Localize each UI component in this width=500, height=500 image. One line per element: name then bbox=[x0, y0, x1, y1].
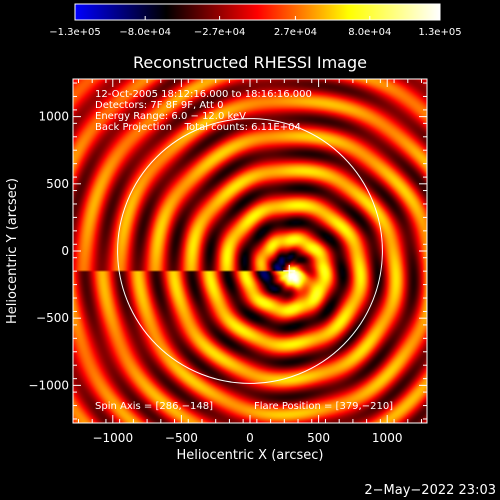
y-tick-label: 1000 bbox=[38, 110, 69, 124]
y-tick-label: −500 bbox=[36, 311, 69, 325]
reconstructed-image bbox=[73, 79, 427, 423]
colorbar bbox=[74, 3, 441, 21]
x-tick-label: 500 bbox=[307, 431, 330, 445]
colorbar-tick-label: −8.0e+04 bbox=[119, 27, 171, 38]
y-tick-label: 500 bbox=[46, 177, 69, 191]
annotation-energy-range: Energy Range: 6.0 − 12.0 keV bbox=[95, 111, 246, 122]
annotation-method-counts: Back Projection Total counts: 6.11E+04 bbox=[95, 122, 301, 133]
image-region bbox=[73, 79, 427, 423]
y-tick-label: 0 bbox=[61, 244, 69, 258]
y-tick-label: −1000 bbox=[28, 378, 69, 392]
x-axis-ticks bbox=[77, 79, 423, 423]
solar-limb-circle bbox=[117, 118, 383, 384]
annotation-detectors: Detectors: 7F 8F 9F, Att 0 bbox=[95, 100, 223, 111]
y-axis-label: Heliocentric Y (arcsec) bbox=[5, 178, 20, 324]
x-tick-label: 0 bbox=[246, 431, 254, 445]
spin-axis-marker bbox=[283, 264, 296, 277]
colorbar-tick-label: −2.7e+04 bbox=[194, 27, 246, 38]
chart-title: Reconstructed RHESSI Image bbox=[133, 53, 367, 72]
x-tick-labels: −1000 −500 0 500 1000 bbox=[92, 431, 402, 445]
spin-axis-label: Spin Axis = [286,−148] bbox=[95, 401, 213, 412]
flare-position-label: Flare Position = [379,−210] bbox=[254, 401, 393, 412]
colorbar-tick-labels: −1.3e+05 −8.0e+04 −2.7e+04 2.7e+04 8.0e+04 1.… bbox=[49, 27, 461, 38]
colorbar-tick-label: 2.7e+04 bbox=[274, 27, 317, 38]
colorbar-tick-label: 1.3e+05 bbox=[418, 27, 461, 38]
x-tick-label: −1000 bbox=[92, 431, 133, 445]
x-tick-label: −500 bbox=[165, 431, 198, 445]
colorbar-tick-label: 8.0e+04 bbox=[348, 27, 391, 38]
annotation-time-range: 12-Oct-2005 18:12:16.000 to 18:16:16.000 bbox=[95, 89, 312, 100]
x-tick-label: 1000 bbox=[372, 431, 403, 445]
y-axis-ticks bbox=[73, 82, 427, 420]
x-axis-label: Heliocentric X (arcsec) bbox=[177, 448, 324, 463]
colorbar-ticks bbox=[74, 16, 441, 20]
colorbar-tick-label: −1.3e+05 bbox=[49, 27, 101, 38]
plot-timestamp: 2−May−2022 23:03 bbox=[364, 483, 496, 498]
y-tick-labels: −1000 −500 0 500 1000 bbox=[28, 110, 69, 393]
